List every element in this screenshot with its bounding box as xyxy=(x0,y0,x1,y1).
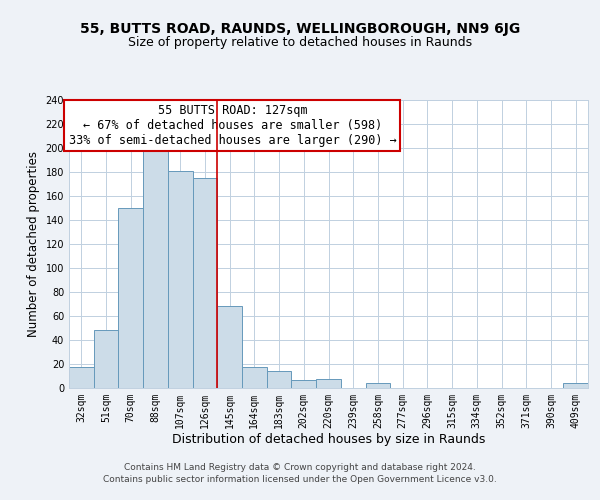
Y-axis label: Number of detached properties: Number of detached properties xyxy=(27,151,40,337)
Bar xyxy=(94,330,118,388)
Bar xyxy=(69,367,94,388)
Bar xyxy=(292,380,316,388)
Bar xyxy=(267,370,292,388)
Bar xyxy=(193,178,217,388)
X-axis label: Distribution of detached houses by size in Raunds: Distribution of detached houses by size … xyxy=(172,433,485,446)
Bar xyxy=(316,379,341,388)
Bar xyxy=(365,382,390,388)
Bar xyxy=(563,382,588,388)
Text: Contains public sector information licensed under the Open Government Licence v3: Contains public sector information licen… xyxy=(103,474,497,484)
Bar xyxy=(168,170,193,388)
Bar xyxy=(143,146,168,388)
Text: Size of property relative to detached houses in Raunds: Size of property relative to detached ho… xyxy=(128,36,472,49)
Text: 55 BUTTS ROAD: 127sqm
← 67% of detached houses are smaller (598)
33% of semi-det: 55 BUTTS ROAD: 127sqm ← 67% of detached … xyxy=(68,104,397,148)
Bar xyxy=(217,306,242,388)
Bar xyxy=(242,367,267,388)
Bar xyxy=(118,208,143,388)
Text: 55, BUTTS ROAD, RAUNDS, WELLINGBOROUGH, NN9 6JG: 55, BUTTS ROAD, RAUNDS, WELLINGBOROUGH, … xyxy=(80,22,520,36)
Text: Contains HM Land Registry data © Crown copyright and database right 2024.: Contains HM Land Registry data © Crown c… xyxy=(124,464,476,472)
